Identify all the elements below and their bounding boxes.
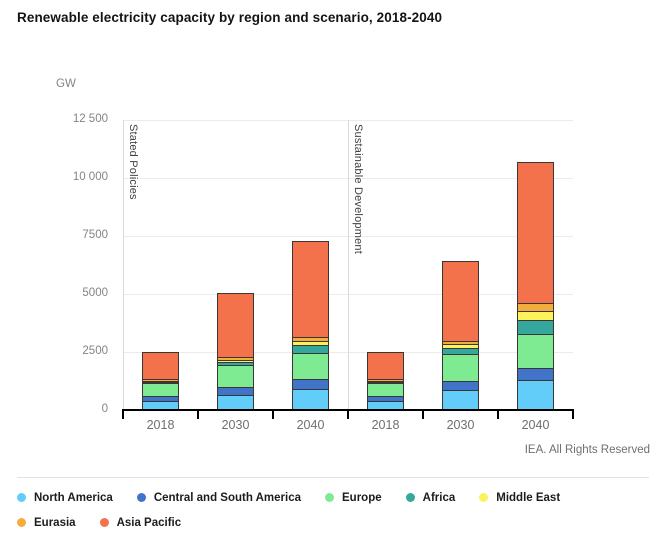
legend-item-north-america: North America [17, 492, 113, 504]
legend-swatch-icon [479, 493, 489, 502]
legend-item-middle-east: Middle East [479, 492, 560, 504]
legend-swatch-icon [17, 493, 26, 502]
x-axis-tick [422, 411, 424, 419]
bar-segment-central-and-south-america [442, 381, 479, 390]
legend-item-europe: Europe [325, 492, 382, 504]
legend-label: Middle East [496, 491, 561, 504]
x-axis-line [122, 409, 574, 411]
bar-segment-africa [517, 320, 554, 334]
x-axis-category-label: 2040 [296, 418, 325, 432]
bar-segment-europe [217, 365, 254, 387]
chart-title: Renewable electricity capacity by region… [17, 10, 443, 25]
y-axis-tick-label: 5000 [82, 287, 108, 299]
bar-segment-asia-pacific [142, 352, 179, 379]
x-axis-category-label: 2040 [521, 418, 550, 432]
bar-segment-north-america [217, 394, 254, 410]
legend-label: Asia Pacific [116, 516, 182, 529]
bar-segment-asia-pacific [217, 293, 254, 357]
legend-item-asia-pacific: Asia Pacific [99, 516, 182, 529]
bar-segment-eurasia [442, 340, 479, 344]
plot-left-border [122, 120, 124, 410]
y-axis-unit-label: GW [56, 78, 76, 90]
bar-segment-north-america [292, 389, 329, 410]
y-axis-tick-label: 0 [101, 403, 108, 415]
legend-item-eurasia: Eurasia [17, 517, 76, 529]
y-axis-tick-label: 2500 [82, 345, 108, 357]
legend-row: Eurasia Asia Pacific [17, 510, 657, 535]
y-axis-tick-label: 12 500 [72, 113, 108, 125]
bar-segment-europe [517, 333, 554, 368]
bar-segment-middle-east [217, 359, 254, 363]
footer-credit: IEA. All Rights Reserved [524, 444, 650, 456]
legend-label: Africa [422, 491, 456, 504]
bar-segment-europe [367, 382, 404, 397]
x-axis-tick [572, 411, 574, 419]
bar-segment-middle-east [142, 381, 179, 383]
x-axis-tick [122, 411, 124, 419]
bar-segment-africa [367, 381, 404, 383]
scenario-label-sustainable-development: Sustainable Development [352, 124, 364, 254]
bar-segment-middle-east [442, 343, 479, 348]
legend-swatch-icon [405, 493, 415, 502]
bar-segment-central-and-south-america [292, 379, 329, 390]
bar-segment-north-america [517, 379, 554, 410]
scenario-separator [347, 120, 349, 410]
legend-item-africa: Africa [405, 491, 456, 504]
bar-segment-eurasia [367, 378, 404, 382]
x-axis-category-label: 2030 [446, 418, 475, 432]
bar-segment-europe [442, 353, 479, 382]
bar-segment-asia-pacific [292, 240, 329, 338]
legend-swatch-icon [17, 518, 26, 527]
bar-segment-eurasia [517, 303, 554, 311]
bar-segment-central-and-south-america [217, 386, 254, 395]
legend-label: North America [34, 491, 113, 504]
legend-label: Europe [342, 491, 382, 504]
bottom-divider [17, 477, 649, 478]
bar-segment-europe [292, 352, 329, 380]
legend-swatch-icon [99, 518, 109, 527]
legend-swatch-icon [325, 493, 335, 502]
bar-segment-eurasia [292, 337, 329, 341]
bar-segment-central-and-south-america [367, 396, 404, 402]
bar-segment-africa [217, 362, 254, 366]
bar-segment-middle-east [292, 340, 329, 346]
legend-label: Central and South America [153, 491, 302, 504]
bar-segment-middle-east [517, 310, 554, 321]
bar-segment-asia-pacific [367, 352, 404, 379]
bar-segment-africa [142, 381, 179, 383]
x-axis-tick [347, 411, 349, 419]
bar-segment-europe [142, 382, 179, 397]
y-axis-tick-label: 10 000 [72, 171, 108, 183]
x-axis-tick [197, 411, 199, 419]
y-axis-tick-label: 7500 [82, 229, 108, 241]
legend-item-central-and-south-america: Central and South America [136, 491, 302, 504]
legend-row: North America Central and South America Eu… [17, 485, 657, 510]
x-axis-category-label: 2018 [371, 418, 400, 432]
x-axis-tick [272, 411, 274, 419]
x-axis-tick [497, 411, 499, 419]
bar-segment-asia-pacific [442, 261, 479, 341]
bar-segment-north-america [442, 389, 479, 410]
bar-segment-eurasia [217, 356, 254, 360]
bar-segment-central-and-south-america [142, 396, 179, 402]
legend-label: Eurasia [34, 516, 76, 529]
bar-segment-central-and-south-america [517, 368, 554, 380]
x-axis-category-label: 2018 [146, 418, 175, 432]
bar-segment-africa [442, 347, 479, 354]
bar-segment-middle-east [367, 381, 404, 383]
bar-segment-africa [292, 345, 329, 353]
chart-legend: North America Central and South America Eu… [17, 485, 657, 535]
bar-segment-eurasia [142, 378, 179, 382]
x-axis-category-label: 2030 [221, 418, 250, 432]
scenario-label-stated-policies: Stated Policies [127, 124, 139, 200]
bar-segment-asia-pacific [517, 161, 554, 304]
legend-swatch-icon [136, 493, 146, 502]
